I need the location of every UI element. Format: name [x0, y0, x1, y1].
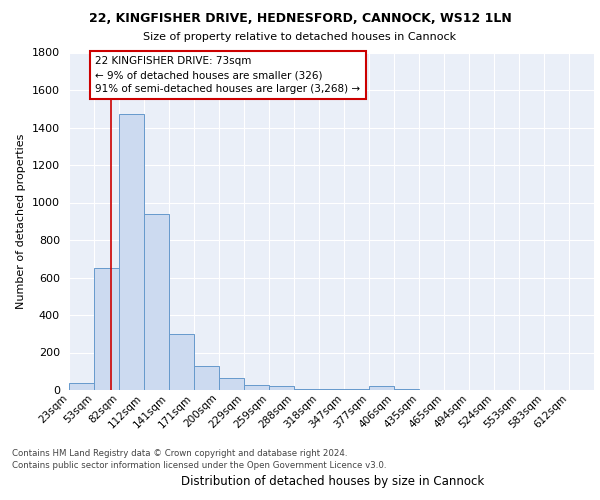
Text: Size of property relative to detached houses in Cannock: Size of property relative to detached ho…	[143, 32, 457, 42]
Bar	[344, 389, 369, 390]
Bar	[119, 114, 144, 390]
Bar	[369, 386, 394, 390]
Bar	[144, 214, 169, 390]
Text: Contains HM Land Registry data © Crown copyright and database right 2024.: Contains HM Land Registry data © Crown c…	[12, 448, 347, 458]
Bar	[244, 386, 269, 390]
Bar	[294, 389, 319, 390]
Bar	[269, 386, 294, 390]
Bar	[219, 378, 244, 390]
Bar	[394, 389, 419, 390]
Text: 22 KINGFISHER DRIVE: 73sqm
← 9% of detached houses are smaller (326)
91% of semi: 22 KINGFISHER DRIVE: 73sqm ← 9% of detac…	[95, 56, 361, 94]
Bar	[169, 334, 194, 390]
Bar	[319, 389, 344, 390]
Text: Contains public sector information licensed under the Open Government Licence v3: Contains public sector information licen…	[12, 461, 386, 470]
Bar	[69, 384, 94, 390]
Y-axis label: Number of detached properties: Number of detached properties	[16, 134, 26, 309]
Bar	[94, 268, 119, 390]
Text: 22, KINGFISHER DRIVE, HEDNESFORD, CANNOCK, WS12 1LN: 22, KINGFISHER DRIVE, HEDNESFORD, CANNOC…	[89, 12, 511, 26]
Text: Distribution of detached houses by size in Cannock: Distribution of detached houses by size …	[181, 474, 485, 488]
Bar	[194, 366, 219, 390]
